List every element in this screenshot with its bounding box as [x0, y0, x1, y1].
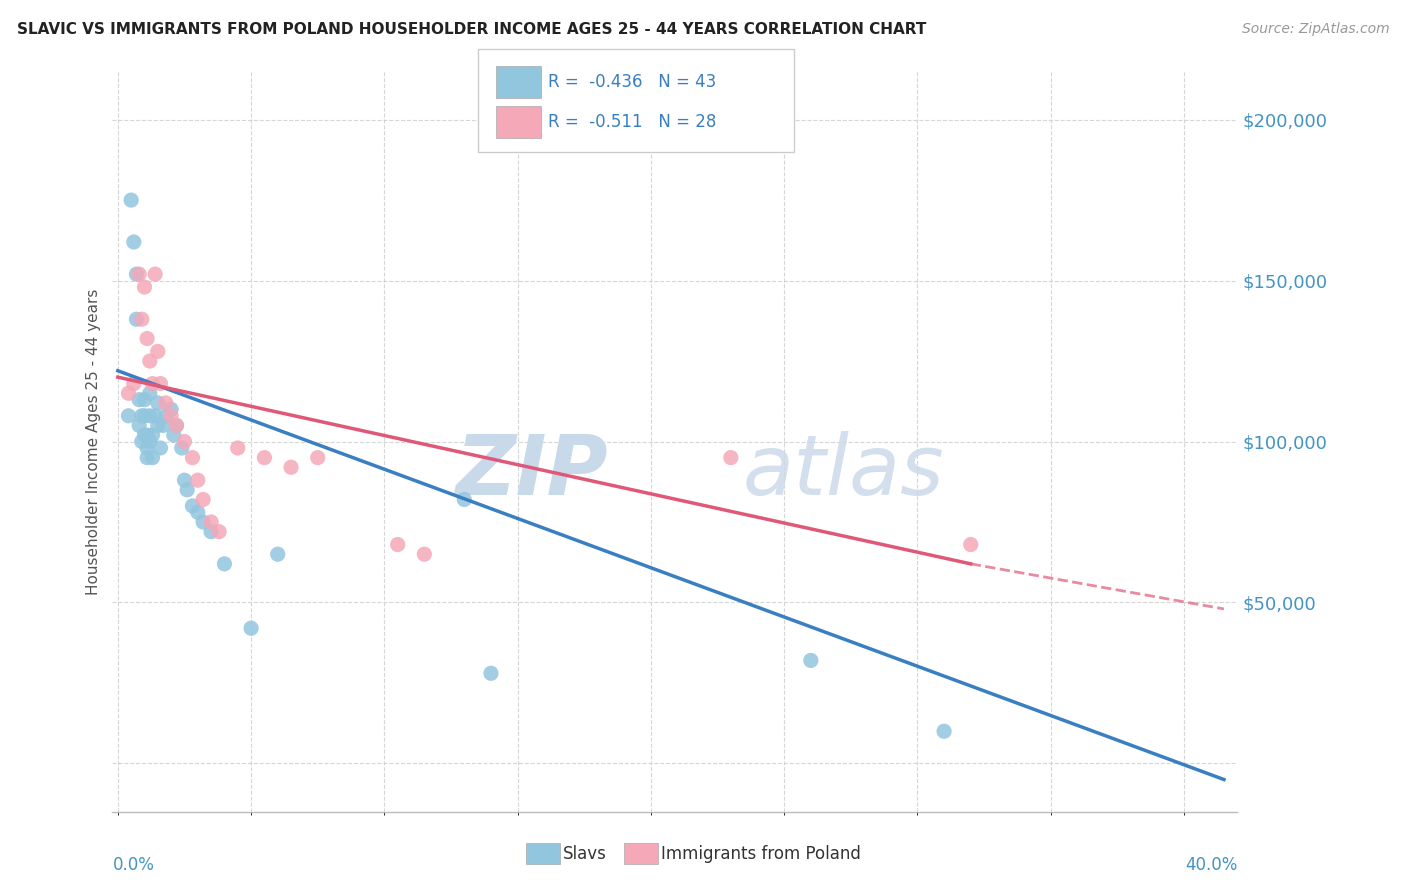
- Point: [146, 396, 169, 410]
- Point: [176, 483, 198, 497]
- Point: [141, 428, 163, 442]
- Point: [191, 492, 214, 507]
- Text: atlas: atlas: [742, 431, 943, 512]
- Point: [134, 409, 156, 423]
- Point: [267, 547, 290, 561]
- Point: [253, 450, 276, 465]
- Point: [136, 428, 159, 442]
- Text: R =  -0.436   N = 43: R = -0.436 N = 43: [548, 73, 717, 91]
- Text: 0.0%: 0.0%: [112, 856, 155, 874]
- Point: [173, 434, 195, 449]
- Text: Source: ZipAtlas.com: Source: ZipAtlas.com: [1241, 22, 1389, 37]
- Point: [932, 724, 955, 739]
- Point: [125, 267, 148, 281]
- Text: 40.0%: 40.0%: [1185, 856, 1237, 874]
- Point: [959, 537, 981, 551]
- Point: [139, 409, 162, 423]
- Point: [181, 450, 204, 465]
- Point: [163, 428, 186, 442]
- Text: Immigrants from Poland: Immigrants from Poland: [661, 845, 860, 863]
- Point: [131, 409, 153, 423]
- Text: Slavs: Slavs: [562, 845, 606, 863]
- Point: [165, 418, 187, 433]
- Point: [136, 332, 159, 346]
- Point: [173, 473, 195, 487]
- Point: [120, 193, 142, 207]
- Point: [117, 386, 139, 401]
- Point: [155, 396, 177, 410]
- Point: [387, 537, 409, 551]
- Point: [139, 434, 162, 449]
- Y-axis label: Householder Income Ages 25 - 44 years: Householder Income Ages 25 - 44 years: [86, 288, 101, 595]
- Point: [122, 376, 145, 391]
- Point: [280, 460, 302, 475]
- Point: [187, 505, 209, 519]
- Point: [155, 409, 177, 423]
- Point: [128, 418, 150, 433]
- Point: [720, 450, 742, 465]
- Point: [191, 515, 214, 529]
- Point: [139, 354, 162, 368]
- Point: [117, 409, 139, 423]
- Point: [413, 547, 436, 561]
- Point: [214, 557, 236, 571]
- Point: [125, 312, 148, 326]
- Point: [181, 499, 204, 513]
- Point: [143, 267, 166, 281]
- Point: [134, 428, 156, 442]
- Text: R =  -0.511   N = 28: R = -0.511 N = 28: [548, 113, 717, 131]
- Point: [128, 267, 150, 281]
- Point: [149, 441, 172, 455]
- Point: [131, 312, 153, 326]
- Point: [800, 653, 823, 667]
- Point: [240, 621, 263, 635]
- Point: [136, 441, 159, 455]
- Point: [141, 376, 163, 391]
- Point: [146, 344, 169, 359]
- Point: [226, 441, 249, 455]
- Point: [134, 280, 156, 294]
- Point: [187, 473, 209, 487]
- Point: [200, 524, 222, 539]
- Point: [122, 235, 145, 249]
- Point: [170, 441, 193, 455]
- Point: [128, 392, 150, 407]
- Point: [134, 392, 156, 407]
- Point: [307, 450, 329, 465]
- Point: [152, 418, 174, 433]
- Point: [160, 402, 183, 417]
- Point: [208, 524, 231, 539]
- Point: [136, 450, 159, 465]
- Point: [479, 666, 502, 681]
- Point: [453, 492, 475, 507]
- Point: [200, 515, 222, 529]
- Point: [139, 386, 162, 401]
- Point: [143, 409, 166, 423]
- Point: [149, 376, 172, 391]
- Text: ZIP: ZIP: [454, 431, 607, 512]
- Point: [165, 418, 187, 433]
- Point: [146, 418, 169, 433]
- Point: [160, 409, 183, 423]
- Point: [131, 434, 153, 449]
- Point: [141, 450, 163, 465]
- Text: SLAVIC VS IMMIGRANTS FROM POLAND HOUSEHOLDER INCOME AGES 25 - 44 YEARS CORRELATI: SLAVIC VS IMMIGRANTS FROM POLAND HOUSEHO…: [17, 22, 927, 37]
